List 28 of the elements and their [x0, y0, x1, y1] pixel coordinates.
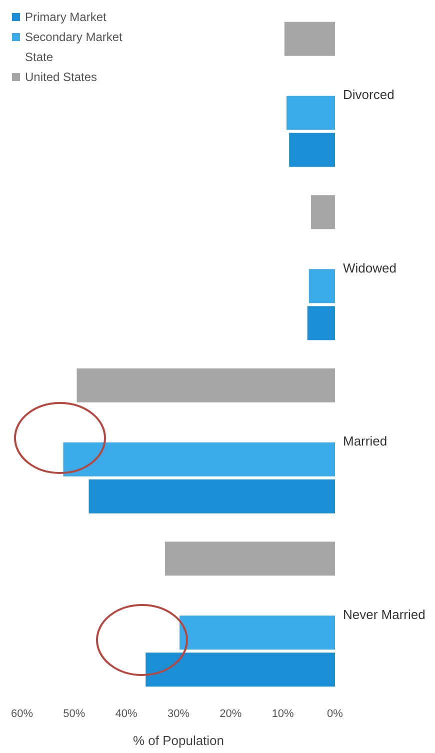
bar: [63, 442, 335, 476]
bar: [164, 542, 335, 576]
legend-label: United States: [25, 70, 98, 84]
bar: [311, 195, 335, 230]
bar: [284, 22, 335, 56]
bar: [76, 368, 335, 402]
x-tick-label: 20%: [220, 708, 242, 720]
y-tick-label: Never Married: [343, 606, 426, 622]
x-axis-title: % of Population: [132, 733, 224, 748]
x-tick-label: 60%: [10, 708, 34, 720]
bar: [307, 306, 335, 340]
bar: [308, 269, 335, 304]
x-tick-label: 30%: [167, 708, 190, 720]
x-tick-label: 50%: [63, 708, 86, 720]
bar: [286, 96, 335, 130]
bar: [289, 132, 335, 167]
x-tick-label: 0%: [327, 708, 344, 720]
text: State: [25, 50, 54, 64]
y-tick-label: Divorced: [343, 87, 394, 102]
bar: [88, 479, 335, 514]
y-tick-label: Married: [343, 434, 388, 449]
y-tick-label: Widowed: [343, 260, 396, 276]
x-tick-label: 40%: [115, 708, 138, 720]
bar: [146, 652, 335, 687]
bar: [180, 616, 335, 650]
legend-label: Secondary Market: [25, 30, 122, 44]
x-tick-label: 10%: [272, 708, 294, 720]
legend-label: Primary Market: [25, 10, 106, 24]
